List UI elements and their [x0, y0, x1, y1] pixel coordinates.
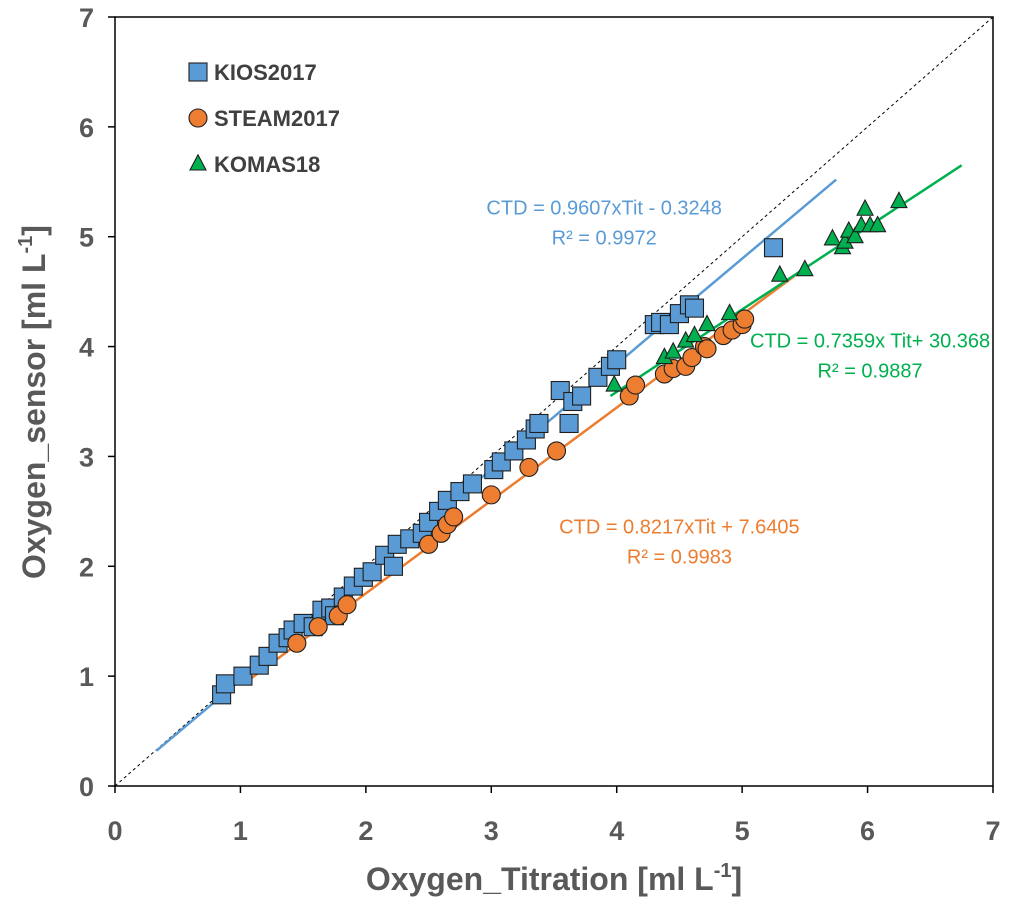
data-point-komas18 — [795, 259, 814, 277]
data-point-steam2017 — [444, 507, 464, 527]
x-tick-label: 2 — [358, 816, 373, 846]
data-point-steam2017 — [682, 348, 702, 368]
y-tick-label: 2 — [79, 552, 94, 582]
data-point-komas18 — [846, 226, 864, 244]
legend-label-kios2017: KIOS2017 — [214, 60, 317, 85]
data-point-kios2017 — [572, 386, 592, 406]
data-point-kios2017 — [362, 562, 382, 582]
data-point-steam2017 — [519, 457, 539, 477]
data-point-steam2017 — [697, 339, 717, 359]
data-point-kios2017 — [607, 350, 627, 370]
data-point-steam2017 — [308, 617, 328, 637]
y-tick-label: 1 — [79, 662, 94, 692]
plot-area-frame — [114, 16, 994, 787]
regression-equation-steam2017: CTD = 0.8217xTit + 7.6405 — [559, 516, 800, 538]
legend: KIOS2017 STEAM2017 KOMAS18 — [188, 60, 340, 177]
r-squared-steam2017: R² = 0.9983 — [627, 546, 732, 568]
data-point-komas18 — [890, 191, 908, 209]
y-tick-label: 5 — [79, 223, 94, 253]
data-point-steam2017 — [625, 375, 646, 395]
y-tick-label: 3 — [79, 442, 94, 472]
data-point-kios2017 — [529, 413, 549, 434]
y-tick-label: 7 — [79, 3, 94, 33]
r-squared-komas18: R² = 0.9887 — [818, 361, 923, 383]
data-point-steam2017 — [546, 441, 567, 461]
data-point-kios2017 — [559, 413, 579, 434]
data-point-komas18 — [698, 314, 716, 332]
x-tick-label: 0 — [107, 816, 122, 846]
data-point-komas18 — [720, 303, 739, 321]
y-tick-label: 4 — [79, 333, 94, 363]
y-axis-title: Oxygen_sensor [ml L-1] — [15, 225, 52, 579]
legend-label-komas18: KOMAS18 — [214, 152, 320, 177]
data-point-steam2017 — [419, 534, 439, 554]
data-points-layer — [212, 191, 908, 705]
x-tick-label: 7 — [985, 816, 1000, 846]
data-point-steam2017 — [735, 309, 755, 329]
x-axis-title: Oxygen_Titration [ml L-1] — [366, 860, 742, 897]
data-point-kios2017 — [233, 666, 253, 686]
data-point-steam2017 — [481, 485, 501, 505]
data-point-kios2017 — [763, 238, 784, 258]
x-tick-label: 4 — [609, 816, 624, 846]
y-tick-label: 0 — [79, 772, 94, 802]
legend-marker-kios2017 — [188, 62, 208, 82]
regression-equation-kios2017: CTD = 0.9607xTit - 0.3248 — [486, 198, 722, 220]
legend-marker-komas18 — [189, 153, 207, 171]
data-point-kios2017 — [684, 298, 705, 318]
data-point-komas18 — [856, 198, 874, 216]
data-point-komas18 — [823, 228, 842, 246]
x-tick-label: 6 — [860, 816, 875, 846]
x-tick-label: 3 — [484, 816, 499, 846]
x-tick-label: 5 — [735, 816, 750, 846]
legend-marker-steam2017 — [188, 108, 208, 128]
data-point-kios2017 — [462, 474, 483, 494]
data-point-steam2017 — [287, 633, 307, 653]
data-point-kios2017 — [215, 674, 235, 694]
data-point-komas18 — [868, 215, 887, 233]
x-tick-label: 1 — [233, 816, 248, 846]
data-point-komas18 — [770, 264, 789, 282]
axis-ticks-layer: 0 1 2 3 4 5 6 7 0 1 2 3 4 5 6 7 — [79, 3, 1001, 846]
annotations-layer: CTD = 0.9607xTit - 0.3248 R² = 0.9972 CTD … — [486, 198, 990, 569]
data-point-komas18 — [685, 325, 704, 343]
legend-label-steam2017: STEAM2017 — [214, 106, 340, 131]
data-point-komas18 — [664, 341, 683, 359]
data-point-steam2017 — [337, 595, 357, 615]
r-squared-kios2017: R² = 0.9972 — [552, 228, 657, 250]
regression-equation-komas18: CTD = 0.7359x Tit+ 30.368 — [750, 331, 990, 353]
data-point-kios2017 — [383, 556, 404, 576]
y-tick-label: 6 — [79, 113, 94, 143]
data-point-komas18 — [605, 374, 624, 392]
